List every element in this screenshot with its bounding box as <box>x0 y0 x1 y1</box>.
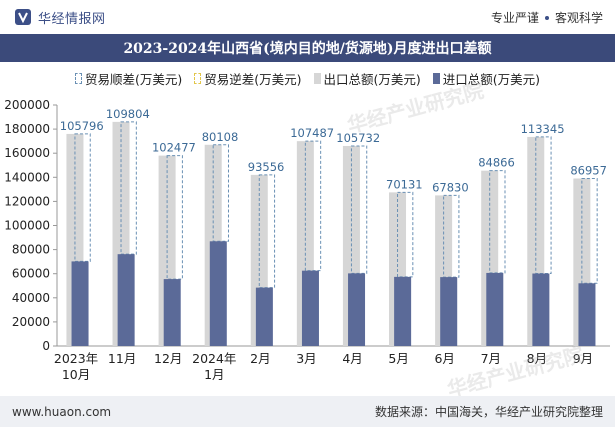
header-tags: 专业严谨 客观科学 <box>491 9 603 26</box>
surplus-data-label: 80108 <box>202 130 239 144</box>
brand-logo-icon <box>15 9 31 25</box>
surplus-data-label: 67830 <box>432 180 469 194</box>
legend-swatch-deficit <box>194 72 202 84</box>
import-bar <box>117 254 135 346</box>
surplus-data-label: 109804 <box>106 107 150 121</box>
y-tick-label: 60000 <box>12 267 50 281</box>
title-bar: 2023-2024年山西省(境内目的地/货源地)月度进出口差额 <box>0 34 615 62</box>
import-bar <box>71 261 89 346</box>
y-tick-label: 160000 <box>4 146 50 160</box>
x-tick-label: 3月 <box>296 351 316 366</box>
x-tick-label: 11月 <box>108 351 136 366</box>
footer-url: www.huaon.com <box>12 404 112 419</box>
legend-item-deficit: 贸易逆差(万美元) <box>194 69 302 87</box>
import-bar <box>209 241 227 346</box>
y-tick-label: 40000 <box>12 291 50 305</box>
legend-label-import: 进口总额(万美元) <box>442 71 541 87</box>
y-tick-label: 80000 <box>12 243 50 257</box>
x-tick-label: 8月 <box>527 351 547 366</box>
import-bar <box>532 273 550 346</box>
y-tick-label: 180000 <box>4 122 50 136</box>
legend-label-surplus: 贸易顺差(万美元) <box>84 71 183 87</box>
legend-label-export: 出口总额(万美元) <box>323 71 421 87</box>
legend-swatch-import <box>432 72 440 84</box>
import-bar <box>578 283 596 346</box>
surplus-data-label: 84866 <box>478 156 515 170</box>
x-tick-label: 7月 <box>481 351 501 366</box>
surplus-bar <box>535 136 552 275</box>
surplus-bar <box>212 144 229 242</box>
legend-swatch-surplus <box>74 72 82 84</box>
x-tick-label: 2023年 <box>54 351 98 366</box>
surplus-bar <box>443 194 460 278</box>
legend-item-surplus: 贸易顺差(万美元) <box>74 69 183 87</box>
legend: 贸易顺差(万美元) 贸易逆差(万美元) 出口总额(万美元) 进口总额(万美元) <box>0 69 615 87</box>
y-tick-label: 100000 <box>4 219 50 233</box>
y-tick-label: 200000 <box>4 98 50 112</box>
x-tick-label: 2024年 <box>192 351 236 366</box>
surplus-data-label: 107487 <box>290 126 334 140</box>
surplus-data-label: 70131 <box>386 177 423 191</box>
surplus-bar <box>258 174 276 289</box>
legend-swatch-export <box>313 72 321 84</box>
surplus-data-label: 105732 <box>336 131 380 145</box>
tag-separator-dot <box>544 15 549 20</box>
bar-chart: 0 20000 40000 60000 80000 100000 120000 140000 1… <box>4 98 610 382</box>
import-bar <box>394 276 412 346</box>
x-tick-label: 2月 <box>250 351 270 366</box>
x-tick-label: 1月 <box>204 367 224 382</box>
surplus-data-label: 102477 <box>152 141 196 155</box>
x-tick-label: 12月 <box>154 351 182 366</box>
import-bar <box>163 279 181 346</box>
tag-objective: 客观科学 <box>554 11 603 25</box>
top-bar: 华经情报网 专业严谨 客观科学 <box>0 0 615 34</box>
import-bar <box>440 277 458 346</box>
y-tick-label: 140000 <box>4 170 50 184</box>
footer: www.huaon.com 数据来源：中国海关，华经产业研究院整理 <box>0 396 615 427</box>
y-tick-label: 120000 <box>4 194 50 208</box>
brand-name: 华经情报网 <box>38 11 106 27</box>
surplus-data-label: 93556 <box>248 160 285 174</box>
surplus-data-label: 105796 <box>60 119 104 133</box>
import-bar <box>301 270 319 346</box>
surplus-data-label: 86957 <box>570 164 607 178</box>
x-tick-label: 5月 <box>388 351 408 366</box>
legend-item-export: 出口总额(万美元) <box>313 69 421 87</box>
brand: 华经情报网 <box>14 8 106 27</box>
import-bar <box>348 273 366 346</box>
x-tick-label: 4月 <box>342 351 362 366</box>
x-tick-label: 9月 <box>573 351 593 366</box>
y-tick-label: 0 <box>42 339 50 353</box>
x-tick-label: 10月 <box>62 367 90 382</box>
import-bar <box>255 287 273 346</box>
legend-item-import: 进口总额(万美元) <box>432 69 541 87</box>
chart-title: 2023-2024年山西省(境内目的地/货源地)月度进出口差额 <box>123 41 492 57</box>
x-tick-label: 6月 <box>434 351 454 366</box>
legend-label-deficit: 贸易逆差(万美元) <box>204 71 302 87</box>
y-tick-label: 20000 <box>12 315 50 329</box>
footer-source: 数据来源：中国海关，华经产业研究院整理 <box>374 405 603 419</box>
surplus-data-label: 113345 <box>521 122 565 136</box>
tag-rigorous: 专业严谨 <box>490 11 539 25</box>
import-bar <box>486 272 504 346</box>
